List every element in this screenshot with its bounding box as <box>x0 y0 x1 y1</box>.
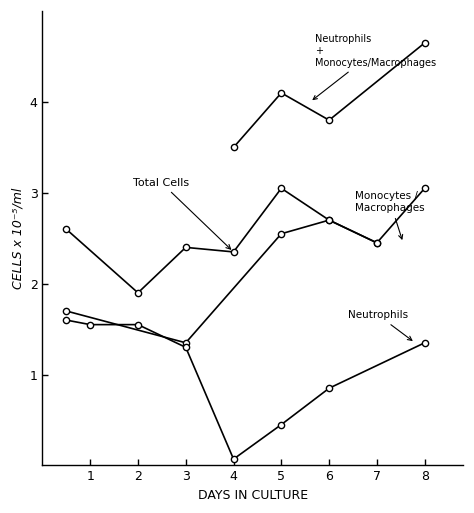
Text: Total Cells: Total Cells <box>133 177 231 249</box>
Text: Neutrophils
+
Monocytes/Macrophages: Neutrophils + Monocytes/Macrophages <box>313 34 436 100</box>
Text: Neutrophils: Neutrophils <box>348 310 412 341</box>
Y-axis label: CELLS x 10⁻⁵/ml: CELLS x 10⁻⁵/ml <box>11 188 24 289</box>
X-axis label: DAYS IN CULTURE: DAYS IN CULTURE <box>198 489 308 502</box>
Text: Monocytes /
Macrophages: Monocytes / Macrophages <box>356 191 425 239</box>
